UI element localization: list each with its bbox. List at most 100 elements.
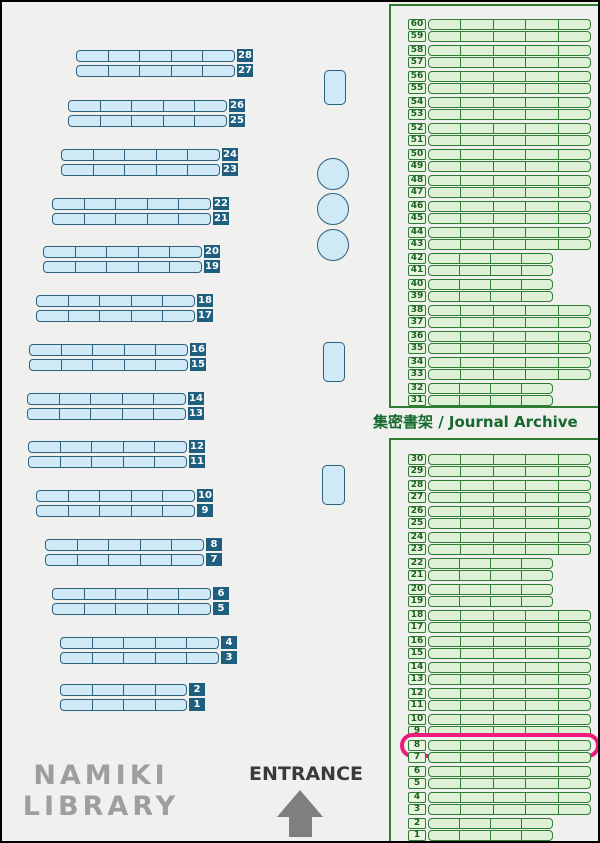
shelf-number-label: 44 xyxy=(408,227,426,238)
shelf-number-label: 10 xyxy=(408,714,426,725)
shelf-section xyxy=(492,370,525,379)
shelf-section xyxy=(108,554,140,565)
shelf-section xyxy=(90,408,122,419)
shelf-section xyxy=(525,240,557,249)
journal-shelf-row: 18 xyxy=(408,610,591,621)
shelf-section xyxy=(130,295,163,306)
shelf-section xyxy=(187,149,219,160)
bookshelf-row: 2 xyxy=(60,683,205,696)
bookshelf-row: 8 xyxy=(45,538,222,551)
shelf-section xyxy=(123,344,156,355)
pillar xyxy=(324,70,346,105)
shelf-number-label: 40 xyxy=(408,279,426,290)
shelf-section xyxy=(115,588,147,599)
shelf-section xyxy=(146,198,179,209)
shelf-number-label: 53 xyxy=(408,109,426,120)
shelf-section xyxy=(460,779,492,788)
shelf-section xyxy=(37,311,68,321)
bookshelf-row: 9 xyxy=(36,504,213,517)
journal-shelf-row: 44 xyxy=(408,227,591,238)
shelf-number-label: 3 xyxy=(408,804,426,815)
shelf-section xyxy=(130,505,163,516)
shelf-section xyxy=(429,32,460,41)
shelf-section xyxy=(525,741,557,750)
shelf-section xyxy=(525,689,557,698)
shelf-number-label: 35 xyxy=(408,343,426,354)
shelf-section xyxy=(525,805,557,814)
shelf-section xyxy=(429,202,460,211)
shelf-section xyxy=(557,455,590,464)
shelf-section xyxy=(490,819,521,828)
shelf-section xyxy=(460,358,492,367)
shelf-section xyxy=(154,456,186,467)
bookshelf-pair: 28 27 xyxy=(76,49,253,79)
shelf-section xyxy=(162,115,195,126)
shelf-section xyxy=(429,266,459,275)
shelf-section xyxy=(429,136,460,145)
shelf-section xyxy=(557,162,590,171)
shelf-section xyxy=(83,213,116,224)
journal-shelf-row: 35 xyxy=(408,343,591,354)
shelf-section xyxy=(492,32,525,41)
shelf-section xyxy=(525,533,557,542)
shelf-section xyxy=(123,699,155,710)
journal-archive-label: 集密書架 / Journal Archive xyxy=(373,413,578,431)
journal-shelf xyxy=(428,792,591,803)
shelf-section xyxy=(459,819,490,828)
bookshelf xyxy=(60,698,187,711)
shelf-section xyxy=(459,396,490,405)
journal-shelf xyxy=(428,71,591,82)
shelf-section xyxy=(557,228,590,237)
shelf-section xyxy=(62,165,93,175)
shelf-number-label: 6 xyxy=(408,766,426,777)
shelf-section xyxy=(557,306,590,315)
journal-shelf xyxy=(428,135,591,146)
shelf-section xyxy=(170,50,203,61)
shelf-section xyxy=(123,684,155,695)
shelf-section xyxy=(492,46,525,55)
journal-shelf xyxy=(428,714,591,725)
shelf-section xyxy=(525,507,557,516)
journal-shelf xyxy=(428,466,591,477)
shelf-number-label: 3 xyxy=(221,651,237,664)
journal-shelf-row: 12 xyxy=(408,688,591,699)
shelf-number-label: 48 xyxy=(408,175,426,186)
shelf-number-label: 16 xyxy=(408,636,426,647)
journal-shelf-row: 17 xyxy=(408,622,591,633)
shelf-section xyxy=(429,396,459,405)
shelf-section xyxy=(83,198,116,209)
shelf-section xyxy=(525,715,557,724)
shelf-section xyxy=(557,753,590,762)
shelf-section xyxy=(178,213,210,224)
shelf-number-label: 24 xyxy=(408,532,426,543)
shelf-section xyxy=(459,384,490,393)
shelf-section xyxy=(429,188,460,197)
shelf-section xyxy=(162,505,194,516)
shelf-section xyxy=(557,58,590,67)
journal-shelf xyxy=(428,688,591,699)
shelf-section xyxy=(91,652,124,663)
shelf-section xyxy=(92,359,124,370)
bookshelf xyxy=(27,392,186,405)
shelf-section xyxy=(492,675,525,684)
shelf-section xyxy=(459,559,490,568)
journal-shelf xyxy=(428,161,591,172)
shelf-section xyxy=(557,701,590,710)
shelf-section xyxy=(490,254,521,263)
bookshelf-pair: 12 11 xyxy=(28,440,205,470)
shelf-section xyxy=(61,700,92,710)
journal-shelf-row: 10 xyxy=(408,714,591,725)
shelf-section xyxy=(429,176,460,185)
shelf-section xyxy=(429,84,460,93)
bookshelf-row: 18 xyxy=(36,294,213,307)
shelf-section xyxy=(525,344,557,353)
shelf-section xyxy=(460,58,492,67)
shelf-section xyxy=(169,261,201,272)
journal-shelf xyxy=(428,175,591,186)
journal-shelf-row: 53 xyxy=(408,109,591,120)
shelf-section xyxy=(557,805,590,814)
shelf-number-label: 33 xyxy=(408,369,426,380)
journal-shelf-row: 34 xyxy=(408,357,591,368)
